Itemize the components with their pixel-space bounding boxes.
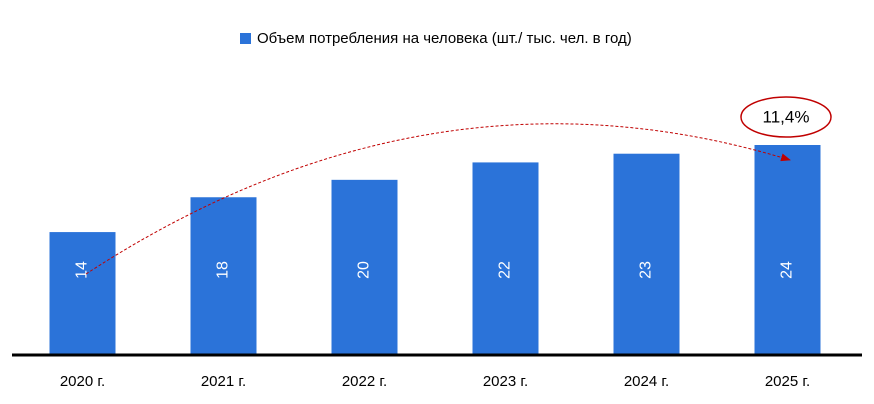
x-tick-label: 2021 г. [201, 373, 246, 390]
bar [331, 179, 398, 354]
value-label: 18 [215, 261, 232, 279]
annotation: 11,4% [763, 107, 810, 126]
bar [49, 232, 116, 354]
value-label: 14 [74, 261, 91, 279]
legend-swatch [240, 33, 251, 44]
x-tick-label: 2024 г. [624, 373, 669, 390]
bar [754, 145, 821, 354]
trend-arrow [85, 123, 791, 275]
value-label: 23 [638, 261, 655, 279]
annotation-ellipse [740, 96, 832, 138]
bar [190, 197, 257, 354]
bar [613, 153, 680, 354]
value-label: 20 [356, 261, 373, 279]
x-tick-label: 2022 г. [342, 373, 387, 390]
value-label: 24 [779, 261, 796, 279]
x-tick-label: 2023 г. [483, 373, 528, 390]
bar [472, 162, 539, 354]
value-label: 22 [497, 261, 514, 279]
x-tick-label: 2025 г. [765, 373, 810, 390]
x-tick-label: 2020 г. [60, 373, 105, 390]
legend-label: Объем потребления на человека (шт./ тыс.… [257, 30, 632, 47]
